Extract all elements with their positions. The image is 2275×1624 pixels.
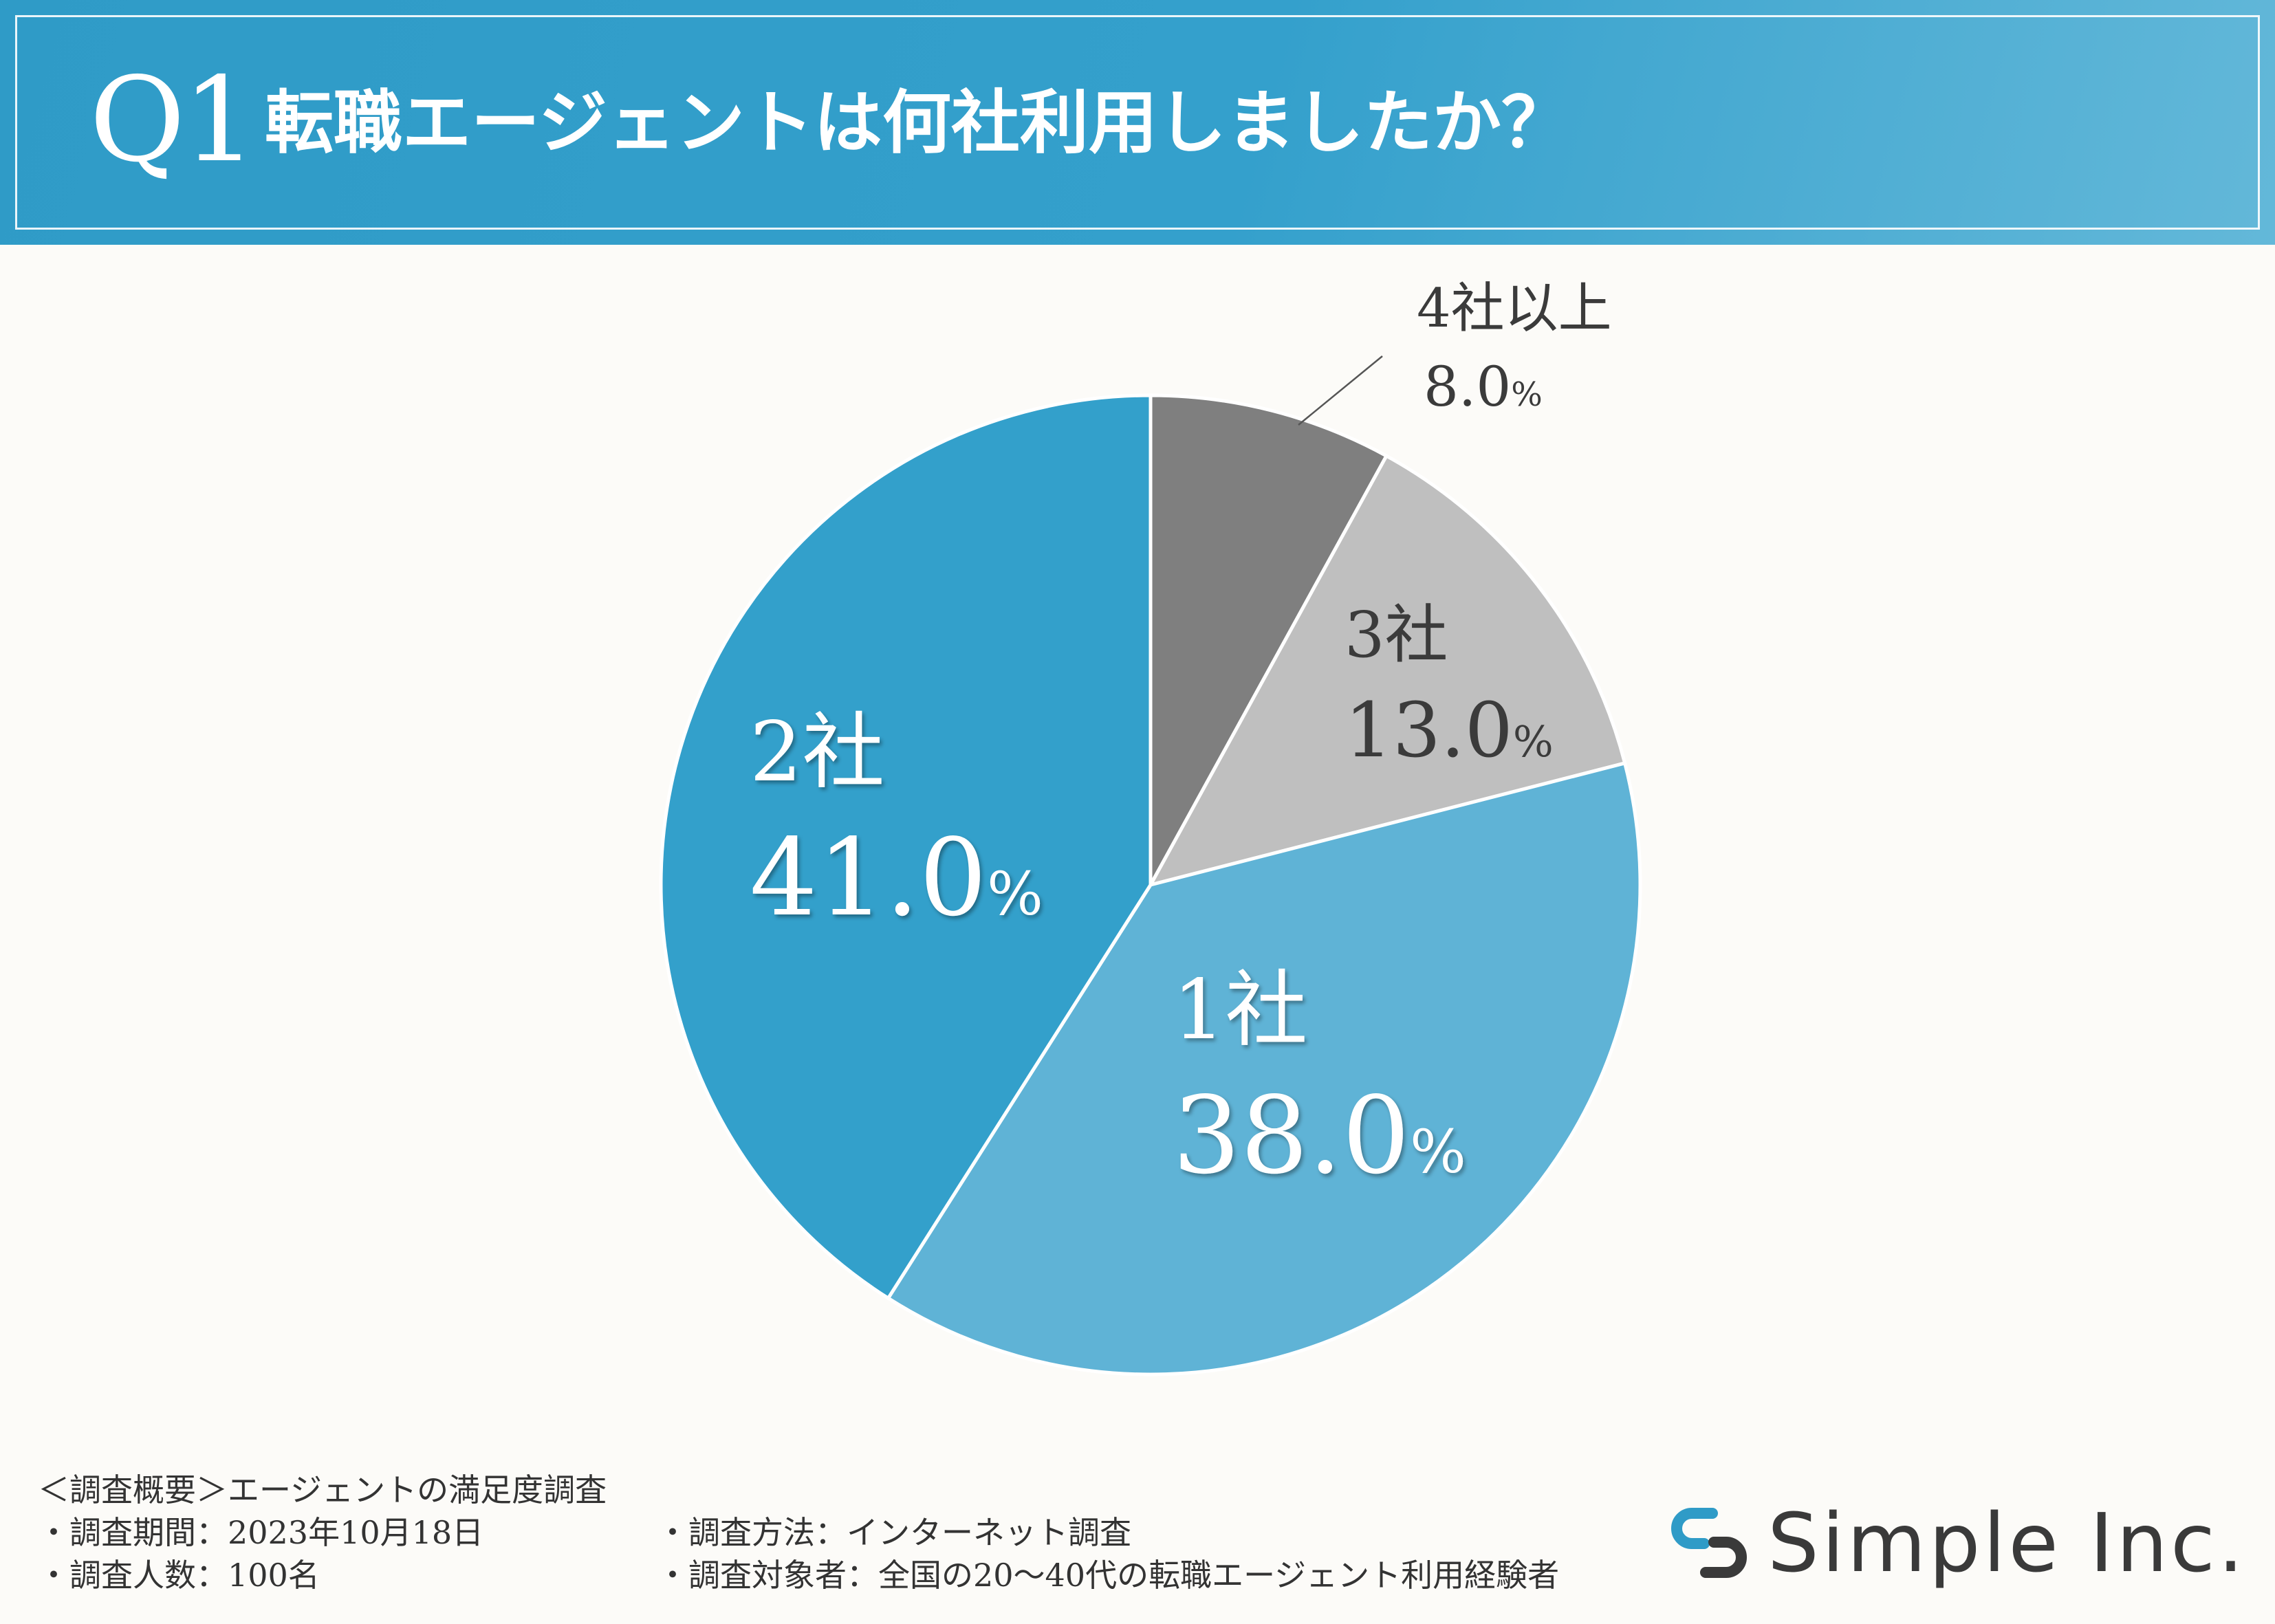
survey-period: ・調査期間：2023年10月18日: [38, 1514, 484, 1551]
question-number: Q1: [89, 52, 257, 188]
brand-logo: Simple Inc.: [1657, 1495, 2243, 1592]
slice-value-label-2: 13.0%: [1345, 686, 1554, 774]
leader-line-4plus: [1298, 355, 1383, 426]
pie-slice-2: [1147, 453, 1627, 888]
pie-chart: 4社以上 8.0% 3社 13.0% 1社 38.0% 2社 41.0%: [659, 278, 1642, 1376]
slice-name-label-1: 4社以上: [1417, 278, 1612, 340]
pie-slice-3: [886, 760, 1642, 1376]
chain-link-logo-icon: [1671, 1508, 1747, 1578]
pie-slice-4: [659, 393, 1153, 1301]
survey-target: ・調査対象者：全国の20〜40代の転職エージェント利用経験者: [657, 1557, 1560, 1594]
question-title: 転職エージェントは何社利用しましたか？: [265, 82, 1570, 163]
survey-title: ＜調査概要＞エージェントの満足度調査: [38, 1471, 607, 1508]
survey-method: ・調査方法：インターネット調査: [657, 1514, 1131, 1551]
slice-name-label-4: 2社: [750, 705, 884, 800]
slice-value-label-1: 8.0%: [1424, 355, 1543, 419]
survey-count: ・調査人数：100名: [38, 1557, 320, 1594]
slice-value-label-4: 41.0%: [750, 815, 1043, 940]
pie-slice-1: [1149, 393, 1389, 886]
header-banner: Q1 転職エージェントは何社利用しましたか？: [0, 0, 2275, 245]
slice-value-label-3: 38.0%: [1173, 1073, 1466, 1198]
slice-name-label-2: 3社: [1345, 598, 1448, 672]
header-frame: [15, 15, 2260, 230]
brand-name: Simple Inc.: [1767, 1495, 2247, 1590]
slice-name-label-3: 1社: [1173, 963, 1307, 1058]
